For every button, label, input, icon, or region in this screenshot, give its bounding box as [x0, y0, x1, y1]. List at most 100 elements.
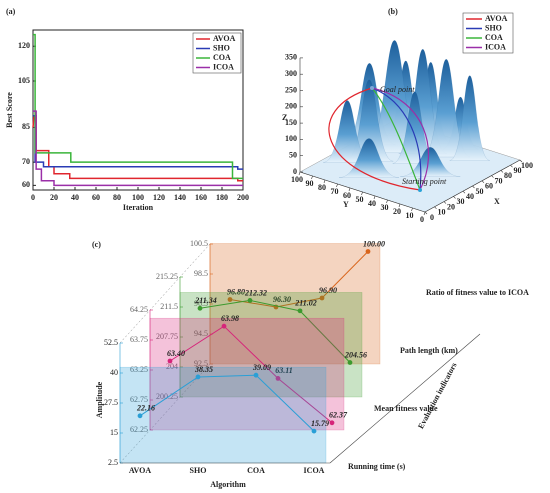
y-tick-label: 215.25	[156, 272, 178, 281]
data-point	[137, 413, 143, 419]
data-label: 211.34	[194, 296, 217, 305]
depth-axis	[329, 333, 481, 464]
y-tick-label: 105	[18, 76, 30, 85]
legend-label: AVOA	[485, 14, 508, 23]
legend-label: SHO	[485, 23, 502, 32]
data-label: 211.02	[294, 299, 317, 308]
series-line	[33, 115, 243, 170]
y-tick	[298, 171, 301, 176]
route	[371, 87, 422, 191]
x-tick	[510, 164, 513, 168]
data-label: 38.35	[194, 365, 213, 374]
z-tick-label: 350	[285, 53, 297, 62]
y-tick-label: 20	[393, 207, 401, 216]
data-label: 204.56	[344, 350, 367, 359]
x-tick-label: 80	[113, 193, 121, 202]
y-tick-label: 27.5	[104, 398, 118, 407]
y-tick	[336, 183, 338, 188]
y-tick-label: 0	[420, 215, 424, 224]
series-name: Ratio of fitness value to ICOA	[426, 288, 529, 297]
route	[328, 87, 421, 191]
y-tick-label: 62.25	[130, 425, 148, 434]
y-tick-label: 207.75	[156, 332, 178, 341]
x-tick-label: 120	[153, 193, 165, 202]
x-tick-label: 30	[457, 197, 465, 206]
legend-label: AVOA	[213, 34, 236, 43]
x-tick-label: SHO	[190, 466, 207, 475]
y-tick	[398, 203, 401, 208]
y-tick	[361, 191, 363, 196]
y-tick-label: 63.75	[130, 335, 148, 344]
x-axis-label: Algorithm	[210, 480, 246, 489]
y-tick-label: 70	[331, 187, 339, 196]
route	[371, 87, 430, 191]
x-tick-label: 20	[447, 202, 455, 211]
series-line	[139, 374, 315, 432]
y-tick-label: 211.5	[160, 302, 178, 311]
x-tick	[434, 206, 437, 210]
x-tick-label: 100	[521, 161, 533, 170]
data-point	[253, 372, 259, 378]
x-tick-label: 10	[438, 208, 446, 217]
x-tick-label: 40	[466, 192, 474, 201]
panel-title: (c)	[92, 240, 101, 249]
y-tick-label: 85	[22, 122, 30, 131]
route	[371, 87, 421, 191]
x-tick	[500, 170, 504, 173]
x-tick-label: 0	[430, 213, 434, 222]
z-tick-label: 50	[289, 151, 297, 160]
series-line	[229, 251, 369, 308]
indicator-plane	[179, 292, 363, 398]
y-tick-label: 120	[18, 41, 30, 50]
data-point	[197, 305, 203, 311]
annotation: Starting point	[402, 177, 447, 186]
series-name: Path length (km)	[400, 346, 458, 355]
y-tick-label: 100.5	[190, 239, 208, 248]
x-tick-label: 100	[132, 193, 144, 202]
x-tick-label: 70	[495, 176, 503, 185]
data-point	[195, 374, 201, 380]
x-tick	[443, 201, 447, 204]
data-label: 62.37	[329, 411, 348, 420]
indicator-plane	[149, 317, 345, 431]
annotation: Goal point	[380, 85, 415, 94]
y-tick-label: 96.5	[194, 299, 208, 308]
y-tick-label: 15	[110, 428, 118, 437]
data-point	[297, 308, 303, 314]
y-tick	[373, 195, 376, 200]
z-axis-label: Evaluation indicators	[416, 361, 459, 430]
series-line	[33, 110, 243, 187]
x-tick	[519, 159, 523, 163]
y-tick-label: 40	[368, 199, 376, 208]
surface-peak	[338, 138, 400, 178]
y-tick-label: 100	[291, 175, 303, 184]
data-label: 39.09	[252, 363, 271, 372]
y-tick-label: 200.25	[156, 392, 178, 401]
z-tick-label: 300	[285, 69, 297, 78]
y-tick-label: 70	[22, 157, 30, 166]
x-tick-label: 160	[195, 193, 207, 202]
y-axis-label: Best Score	[5, 92, 14, 128]
y-tick	[348, 187, 351, 192]
data-label: 22.16	[136, 404, 155, 413]
series-line	[169, 325, 333, 424]
y-tick-label: 94.5	[194, 329, 208, 338]
y-tick-label: 63.25	[130, 365, 148, 374]
surface-peak	[449, 75, 490, 161]
y-tick-label: 92.5	[194, 359, 208, 368]
x-tick-label: AVOA	[129, 466, 152, 475]
y-tick	[423, 211, 426, 216]
y-tick	[323, 179, 326, 184]
series-line	[199, 299, 351, 363]
x-tick-label: 60	[485, 182, 493, 191]
series-line	[32, 115, 243, 182]
y-tick-label: 10	[406, 211, 414, 220]
x-tick-label: 140	[174, 193, 186, 202]
x-tick-label: 0	[31, 193, 35, 202]
data-point	[329, 420, 335, 426]
data-point	[311, 428, 317, 434]
x-tick-label: 20	[50, 193, 58, 202]
y-tick-label: 80	[318, 183, 326, 192]
y-tick	[311, 175, 313, 180]
